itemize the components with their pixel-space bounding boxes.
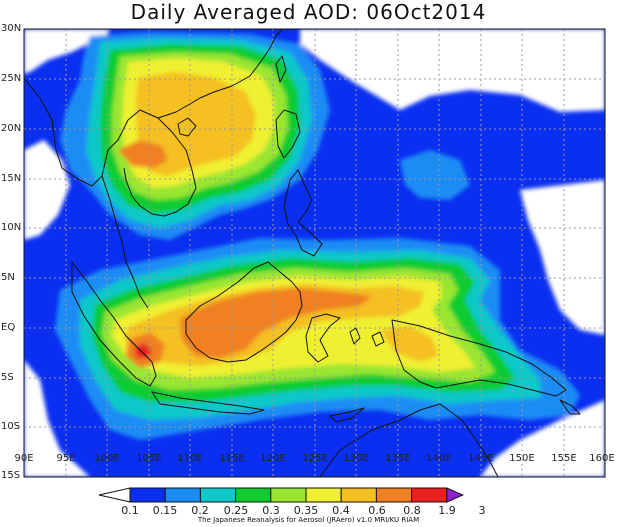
colorbar-swatch: [305, 487, 342, 503]
coastline-new-guinea: [391, 319, 567, 397]
coastline-australia: [319, 403, 499, 477]
colorbar-swatch: [340, 487, 377, 503]
aod-orange-asia: [118, 140, 168, 168]
colorbar-swatch: [270, 487, 307, 503]
coastline-indochina: [24, 29, 283, 187]
coastline-hainan: [177, 117, 197, 137]
colorbar-swatch: [375, 487, 413, 503]
aod-white-south-east: [480, 400, 605, 477]
colorbar-swatch: [199, 487, 237, 503]
map-title: Daily Averaged AOD: 06Oct2014: [130, 0, 487, 24]
colorbar-swatch: [446, 487, 465, 503]
colorbar-swatch: [98, 487, 131, 503]
lat-label: 20N: [1, 123, 22, 134]
lat-label: 25N: [1, 73, 22, 84]
colorbar-tick-label: 0.6: [368, 504, 386, 517]
lat-label: 10S: [1, 421, 21, 432]
coastline-solomons: [559, 399, 581, 415]
coastline-borneo: [185, 261, 303, 363]
colorbar-tick-label: 3: [478, 504, 486, 517]
aod-field: [24, 29, 605, 477]
colorbar-swatch: [411, 487, 448, 503]
aod-white-northwest: [24, 29, 110, 74]
coastline-java: [151, 391, 265, 415]
colorbar-tick-label: 0.3: [262, 504, 280, 517]
lat-label: EQ: [1, 322, 16, 333]
coastline-malay-peninsula: [101, 175, 149, 309]
aod-white-east-pacific: [520, 180, 605, 335]
lon-label: 125E: [302, 453, 328, 464]
lon-label: 145E: [468, 453, 494, 464]
aod-white-north-pacific: [300, 29, 605, 112]
lat-label: 15N: [1, 173, 22, 184]
lon-label: 90E: [14, 453, 34, 464]
aod-white-south-west: [24, 360, 90, 477]
coastline-vietnam: [123, 117, 197, 217]
colorbar-tick-label: 1.9: [438, 504, 456, 517]
coastline-sulawesi: [305, 313, 341, 363]
coastline-philippines: [283, 169, 323, 257]
lon-label: 160E: [589, 453, 615, 464]
colorbar-tick-label: 0.25: [223, 504, 249, 517]
aod-red-hotspot: [134, 343, 152, 358]
lat-label: 5S: [1, 372, 14, 383]
lon-label: 135E: [385, 453, 411, 464]
lon-label: 115E: [219, 453, 245, 464]
colorbar-tick-label: 0.35: [293, 504, 319, 517]
lon-label: 155E: [551, 453, 577, 464]
lon-label: 130E: [343, 453, 369, 464]
plot-frame: [23, 28, 606, 478]
lon-label: 120E: [260, 453, 286, 464]
data-source-credit: The Japanese Reanalysis for Aerosol (JRA…: [197, 516, 420, 524]
lon-label: 140E: [426, 453, 452, 464]
lat-label: 30N: [1, 23, 22, 34]
aod-orange-borneo: [180, 288, 372, 358]
coastline-luzon: [275, 109, 301, 159]
coastlines: [24, 29, 581, 477]
coastline-timor: [329, 407, 365, 423]
lat-label: 15S: [1, 470, 21, 481]
colorbar-tick-label: 0.4: [332, 504, 350, 517]
colorbar-boxes: [98, 487, 465, 503]
colorbar-tick-label: 0.8: [403, 504, 421, 517]
lon-label: 100E: [94, 453, 120, 464]
lon-label: 150E: [509, 453, 535, 464]
colorbar-swatch: [164, 487, 201, 503]
coastline-sumatra: [71, 261, 157, 387]
lat-label: 10N: [1, 222, 22, 233]
colorbar-tick-label: 0.2: [191, 504, 209, 517]
colorbar-swatch: [235, 487, 272, 503]
colorbar-tick-label: 0.15: [152, 504, 178, 517]
lon-label: 95E: [56, 453, 76, 464]
aod-white-west-bay: [24, 140, 70, 240]
lon-label: 105E: [136, 453, 162, 464]
coastline-moluccas: [349, 327, 385, 347]
colorbar-swatch: [129, 487, 166, 503]
aod-lightblue-plume-east: [400, 150, 470, 200]
lat-label: 5N: [1, 272, 15, 283]
colorbar-tick-label: 0.1: [121, 504, 139, 517]
lon-label: 110E: [177, 453, 203, 464]
aod-orangeyellow-asia: [136, 72, 256, 176]
coastline-taiwan: [275, 55, 287, 83]
